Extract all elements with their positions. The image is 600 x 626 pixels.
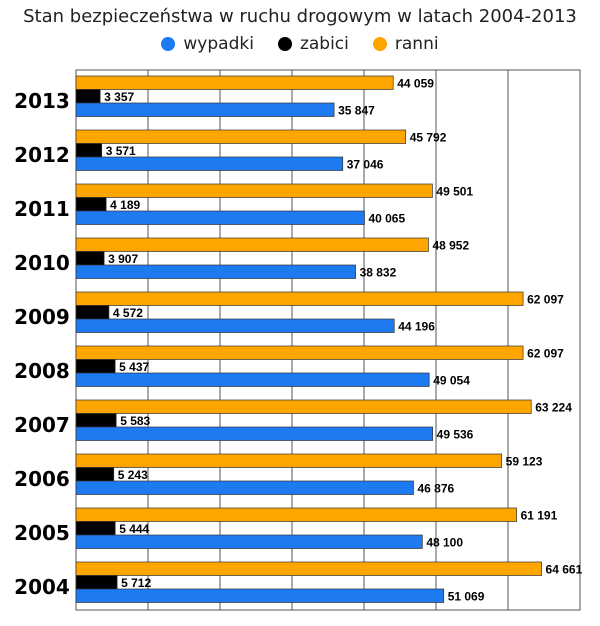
bar-ranni [75,75,394,90]
bar-ranni [75,453,503,468]
legend-label-ranni: ranni [394,34,439,54]
legend-marker-wypadki [161,37,176,51]
bar-zabici [75,467,115,482]
legend: wypadki zabici ranni [0,34,600,54]
data-label-zabici: 4 572 [113,306,143,320]
data-label-ranni: 62 097 [527,346,564,360]
bar-zabici [75,89,101,104]
legend-item-ranni: ranni [372,34,439,54]
bar-wypadki [75,210,365,225]
bar-wypadki [75,588,445,603]
data-label-wypadki: 46 876 [418,481,455,495]
legend-marker-zabici [277,37,292,51]
legend-item-zabici: zabici [277,34,349,54]
bar-wypadki [75,318,395,333]
data-label-wypadki: 48 100 [426,535,463,549]
legend-label-zabici: zabici [299,34,349,54]
data-label-wypadki: 35 847 [338,103,375,117]
data-label-ranni: 59 123 [506,454,543,468]
data-label-ranni: 49 501 [436,184,473,198]
year-label: 2005 [14,521,70,545]
bar-ranni [75,561,542,576]
data-label-wypadki: 37 046 [347,157,384,171]
bar-wypadki [75,372,430,387]
data-label-zabici: 3 907 [108,252,138,266]
data-label-zabici: 5 712 [121,576,151,590]
data-label-ranni: 61 191 [521,508,558,522]
bar-zabici [75,305,110,320]
data-label-wypadki: 51 069 [448,589,485,603]
bar-ranni [75,291,524,306]
legend-label-wypadki: wypadki [183,34,254,54]
year-label: 2010 [14,251,70,275]
year-label: 2012 [14,143,70,167]
data-label-ranni: 45 792 [410,130,447,144]
data-label-zabici: 5 243 [118,468,148,482]
data-label-wypadki: 40 065 [368,211,405,225]
chart-title: Stan bezpieczeństwa w ruchu drogowym w l… [23,6,577,27]
year-label: 2004 [14,575,70,599]
bar-zabici [75,413,117,428]
bar-zabici [75,521,116,536]
year-label: 2013 [14,89,70,113]
data-label-zabici: 3 357 [104,90,134,104]
data-label-zabici: 5 437 [119,360,149,374]
bar-ranni [75,507,517,522]
bar-zabici [75,197,107,212]
bar-wypadki [75,264,356,279]
plot-area [75,69,581,611]
bar-ranni [75,129,407,144]
bar-zabici [75,359,116,374]
year-label: 2011 [14,197,70,221]
year-label: 2007 [14,413,70,437]
bar-zabici [75,251,105,266]
data-label-ranni: 64 661 [546,562,583,576]
bar-wypadki [75,102,335,117]
bar-wypadki [75,426,434,441]
bar-ranni [75,237,429,252]
bar-ranni [75,183,433,198]
data-label-ranni: 48 952 [432,238,469,252]
data-label-zabici: 4 189 [110,198,140,212]
bar-ranni [75,399,532,414]
year-label: 2006 [14,467,70,491]
data-label-ranni: 62 097 [527,292,564,306]
year-label: 2008 [14,359,70,383]
data-label-wypadki: 49 536 [437,427,474,441]
bar-zabici [75,143,103,158]
bar-wypadki [75,156,344,171]
year-label: 2009 [14,305,70,329]
bar-zabici [75,575,118,590]
bar-wypadki [75,480,414,495]
data-label-zabici: 5 444 [119,522,149,536]
bar-wypadki [75,534,423,549]
data-label-wypadki: 44 196 [398,319,435,333]
bar-ranni [75,345,524,360]
legend-item-wypadki: wypadki [161,34,254,54]
legend-marker-ranni [372,37,387,51]
data-label-wypadki: 49 054 [433,373,470,387]
data-label-zabici: 3 571 [106,144,136,158]
data-label-ranni: 44 059 [397,76,434,90]
data-label-zabici: 5 583 [120,414,150,428]
data-label-wypadki: 38 832 [360,265,397,279]
data-label-ranni: 63 224 [535,400,572,414]
